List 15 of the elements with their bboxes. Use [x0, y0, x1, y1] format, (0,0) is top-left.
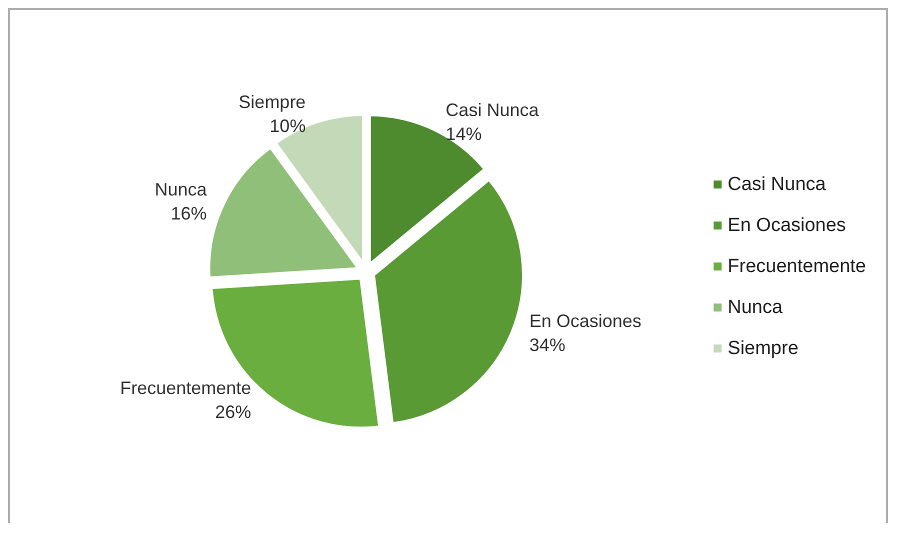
data-label: 34% [529, 335, 566, 356]
slice-label: En Ocasiones [529, 311, 642, 332]
legend-label: Nunca [728, 297, 783, 318]
legend-label: En Ocasiones [728, 215, 846, 236]
data-label: 26% [215, 402, 252, 422]
data-label: 14% [446, 124, 482, 144]
legend-label: Siempre [728, 338, 798, 359]
slice-label: Nunca [154, 179, 208, 200]
data-label: 16% [170, 203, 207, 224]
legend-label: Casi Nunca [728, 174, 826, 195]
legend-label: Frecuentemente [728, 256, 866, 277]
slice-label: Siempre [238, 92, 306, 112]
slice-label: Frecuentemente [120, 378, 252, 398]
slice-label: Casi Nunca [446, 100, 540, 120]
data-label: 10% [270, 116, 306, 136]
